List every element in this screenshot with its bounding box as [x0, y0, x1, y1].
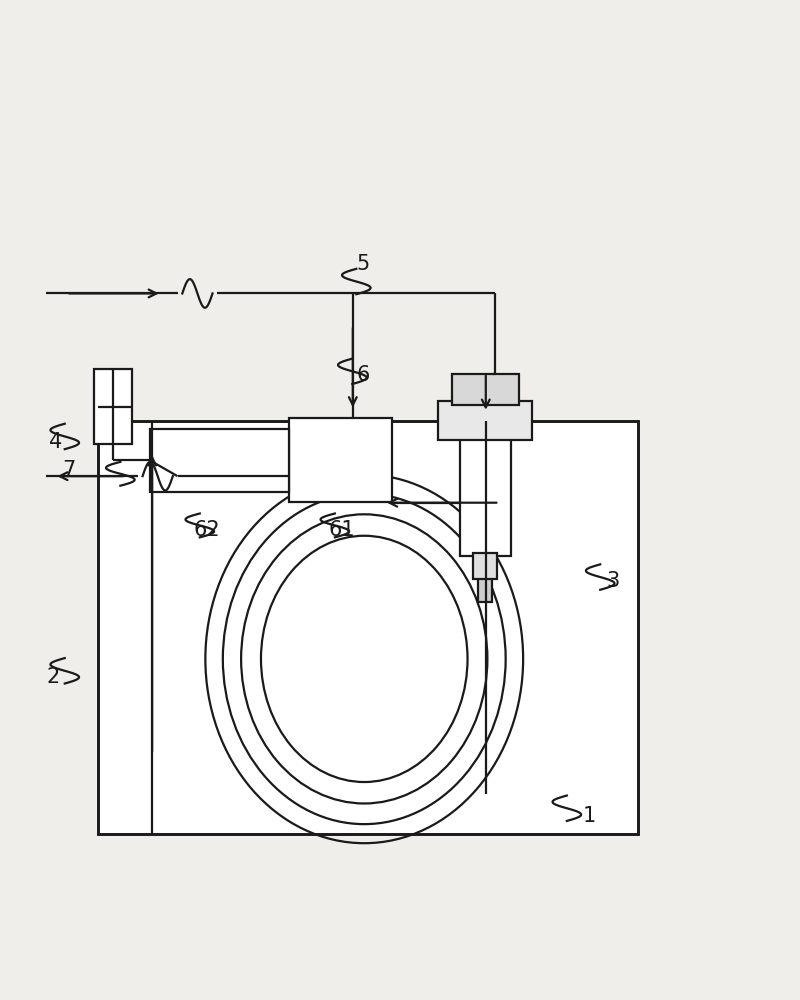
Bar [150, 428, 289, 492]
Text: 3: 3 [606, 571, 620, 591]
Text: 4: 4 [49, 432, 62, 452]
Text: 2: 2 [46, 667, 60, 687]
Bar [478, 578, 492, 602]
Text: 7: 7 [62, 460, 76, 480]
Text: 1: 1 [582, 806, 596, 826]
Text: 61: 61 [329, 520, 355, 540]
Text: 6: 6 [356, 365, 370, 385]
Bar [94, 369, 132, 444]
Text: 5: 5 [356, 254, 370, 274]
Text: 62: 62 [194, 520, 220, 540]
Bar [438, 401, 532, 440]
Bar [459, 438, 511, 556]
Bar [452, 374, 519, 405]
Bar [98, 421, 638, 834]
Bar [289, 418, 392, 502]
Bar [473, 553, 497, 579]
